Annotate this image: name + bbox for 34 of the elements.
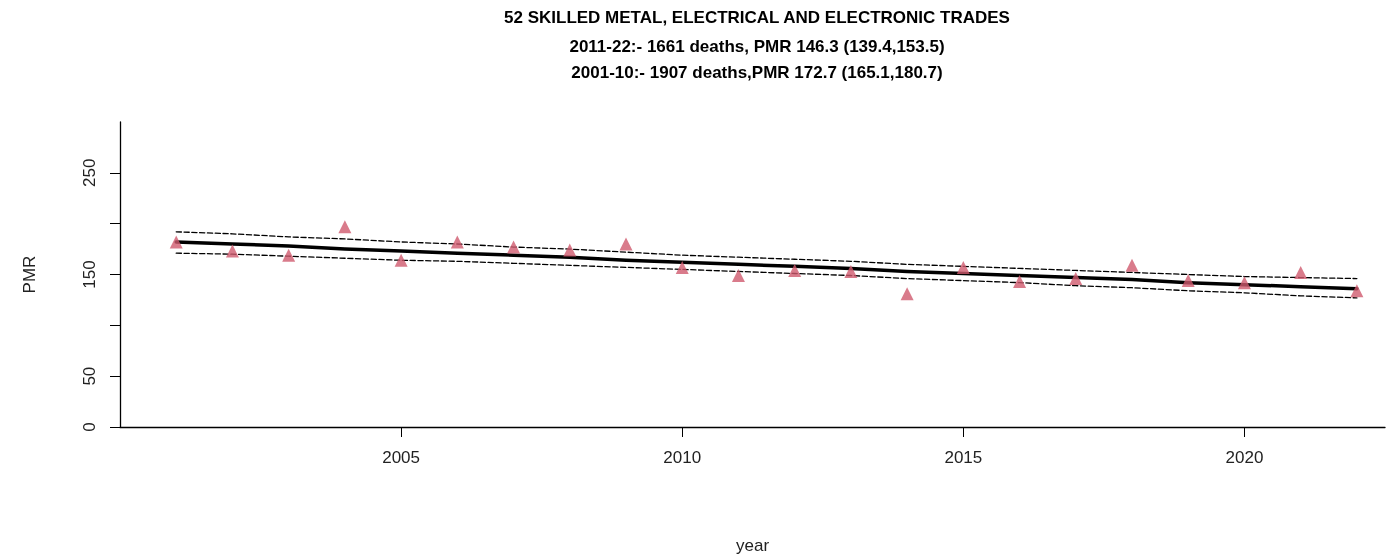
y-tick-label: 50: [80, 366, 99, 386]
chart-subtitle: 2011-22:- 1661 deaths, PMR 146.3 (139.4,153.5) 2001-10:- 1907 deaths,PMR 172.7 (165.1,180.7): [569, 36, 945, 82]
point: [956, 260, 970, 274]
x-tick-label: 2010: [663, 448, 702, 467]
point: [675, 260, 689, 274]
point: [563, 243, 577, 257]
y-axis-title: PMR: [20, 255, 39, 294]
x-tick-label: 2015: [944, 448, 983, 467]
point: [225, 244, 239, 258]
point: [394, 253, 408, 267]
point: [1013, 275, 1027, 289]
x-tick-label: 2005: [382, 448, 421, 467]
point: [1069, 272, 1083, 286]
x-axis-title: year: [735, 536, 770, 555]
point: [169, 235, 183, 249]
point: [900, 287, 914, 301]
point: [507, 240, 521, 254]
point: [282, 248, 296, 262]
point: [731, 269, 745, 283]
point: [788, 263, 802, 277]
point: [619, 237, 633, 251]
point: [450, 235, 464, 249]
point: [1350, 284, 1364, 298]
point: [338, 220, 352, 234]
chart-title: 52 SKILLED METAL, ELECTRICAL AND ELECTRONIC TRADES: [504, 8, 1010, 27]
point: [1237, 276, 1251, 290]
point: [1125, 258, 1139, 272]
y-tick-label: 250: [80, 158, 99, 188]
point: [844, 264, 858, 278]
x-tick-label: 2020: [1225, 448, 1264, 467]
y-tick-label: 150: [80, 260, 99, 289]
point: [1294, 265, 1308, 279]
y-tick-label: 0: [80, 422, 99, 432]
point: [1181, 274, 1195, 288]
